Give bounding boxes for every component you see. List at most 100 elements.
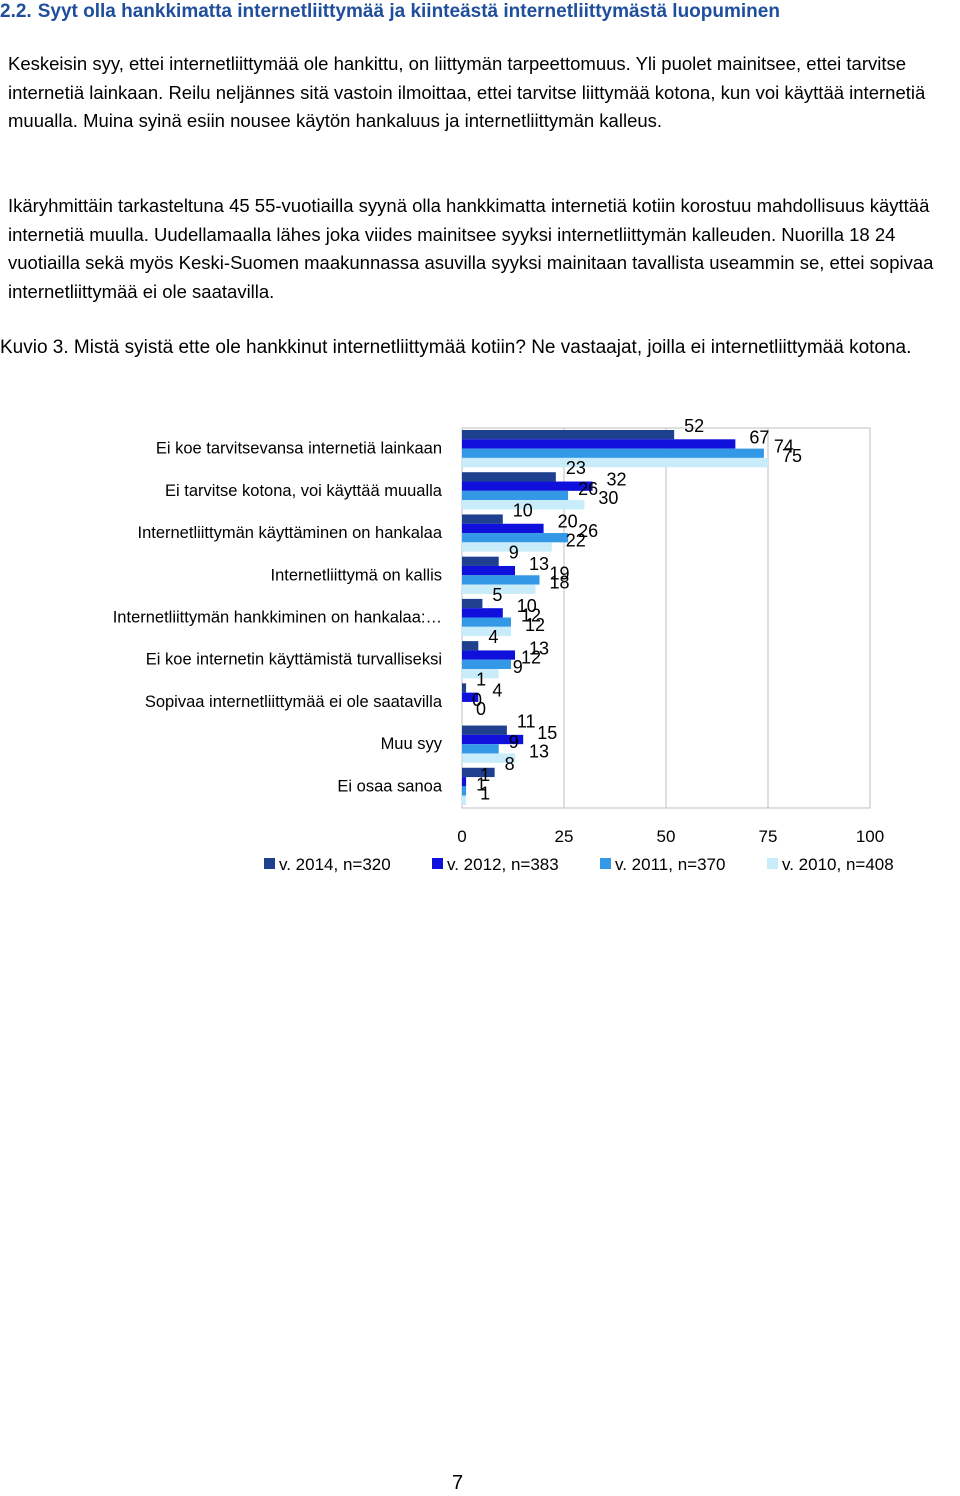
category-label: Internetliittymän käyttäminen on hankala… [137, 524, 442, 542]
bar [462, 439, 736, 449]
data-label: 4 [492, 681, 502, 701]
bar [462, 786, 467, 796]
data-label: 1 [476, 774, 486, 794]
data-label: 8 [505, 754, 515, 774]
bar [462, 734, 524, 745]
x-tick-label: 50 [657, 827, 676, 846]
data-label: 22 [566, 530, 586, 550]
bar [462, 457, 768, 468]
data-label: 32 [607, 470, 627, 490]
data-label: 9 [509, 732, 519, 752]
legend-swatch [600, 858, 611, 869]
bar [462, 448, 764, 458]
data-label: 20 [558, 512, 578, 532]
data-label: 10 [517, 596, 537, 616]
paragraph-2: Ikäryhmittäin tarkasteltuna 45 55-vuotia… [8, 195, 934, 302]
data-label: 4 [488, 627, 498, 647]
bar [462, 744, 499, 754]
bar [462, 565, 516, 576]
bar [462, 641, 479, 651]
data-label: 12 [521, 605, 541, 625]
page-number: 7 [452, 1472, 464, 1494]
legend-label: v. 2014, n=320 [279, 855, 391, 874]
category-label: Sopivaa internetliittymää ei ole saatavi… [145, 693, 443, 711]
bar [462, 523, 544, 534]
section-heading: 2.2. Syyt olla hankkimatta internetliitty… [0, 0, 960, 24]
bar [462, 472, 556, 482]
data-label: 13 [529, 741, 549, 761]
legend-label: v. 2011, n=370 [615, 855, 725, 874]
data-label: 5 [492, 585, 502, 605]
data-label: 26 [578, 521, 598, 541]
data-label: 0 [472, 690, 482, 710]
data-label: 30 [598, 488, 618, 508]
data-label: 23 [566, 458, 586, 478]
bar [462, 725, 507, 735]
bar [462, 795, 467, 805]
data-label: 19 [550, 563, 570, 583]
data-label: 13 [529, 554, 549, 574]
legend-swatch [264, 858, 275, 869]
figure-caption: Kuvio 3. Mistä syistä ette ole hankkinut… [0, 337, 912, 358]
bar [462, 598, 483, 609]
category-label: Internetliittymä on kallis [271, 566, 443, 584]
data-label: 74 [774, 437, 794, 457]
category-label: Ei koe tarvitsevansa internetiä lainkaan [156, 440, 442, 458]
bar [462, 767, 495, 778]
x-tick-label: 0 [457, 827, 466, 846]
bar [462, 500, 585, 510]
legend-swatch [767, 858, 778, 869]
category-label: Ei tarvitse kotona, voi käyttää muualla [165, 482, 443, 500]
data-label: 52 [684, 416, 704, 436]
bar [462, 533, 569, 543]
legend-label: v. 2012, n=383 [447, 855, 559, 874]
data-label: 11 [517, 712, 536, 732]
bar [462, 584, 536, 594]
data-label: 1 [476, 669, 486, 689]
x-tick-label: 75 [759, 827, 778, 846]
bar [462, 626, 511, 637]
section-title: Syyt olla hankkimatta internetliittymää … [37, 1, 780, 22]
bar [462, 490, 569, 501]
data-label: 0 [476, 699, 486, 719]
section-number: 2.2. [0, 1, 32, 22]
data-label: 26 [578, 479, 598, 499]
data-label: 75 [782, 446, 802, 466]
data-label: 10 [513, 500, 533, 520]
bar [462, 556, 499, 566]
bar [462, 575, 540, 585]
bar [462, 430, 675, 440]
data-label: 1 [480, 765, 490, 785]
legend-label: v. 2010, n=408 [782, 855, 894, 874]
category-label: Ei osaa sanoa [337, 777, 442, 795]
bar [462, 617, 511, 627]
x-tick-label: 100 [856, 827, 884, 846]
legend-swatch [432, 858, 443, 869]
bar [462, 683, 467, 693]
paragraph-1: Keskeisin syy, ettei internetliittymää o… [8, 53, 926, 131]
data-label: 12 [525, 615, 545, 635]
category-label: Muu syy [381, 735, 443, 753]
bar [462, 777, 467, 787]
data-label: 12 [521, 648, 541, 668]
data-label: 9 [513, 657, 523, 677]
bar [462, 608, 503, 618]
bar [462, 753, 516, 763]
data-label: 18 [549, 573, 569, 593]
bar [462, 692, 479, 702]
data-label: 1 [480, 784, 490, 804]
category-label: Ei koe internetin käyttämistä turvallise… [146, 651, 442, 669]
bar [462, 659, 511, 670]
data-label: 13 [529, 638, 549, 658]
bar [462, 514, 503, 524]
x-tick-label: 25 [555, 827, 574, 846]
category-label: Internetliittymän hankkiminen on hankala… [113, 608, 442, 626]
data-label: 67 [749, 427, 769, 447]
bar [462, 542, 552, 552]
bar [462, 650, 516, 660]
data-label: 15 [537, 723, 557, 743]
bar [462, 669, 499, 679]
data-label: 9 [509, 543, 519, 563]
bar [462, 481, 593, 491]
